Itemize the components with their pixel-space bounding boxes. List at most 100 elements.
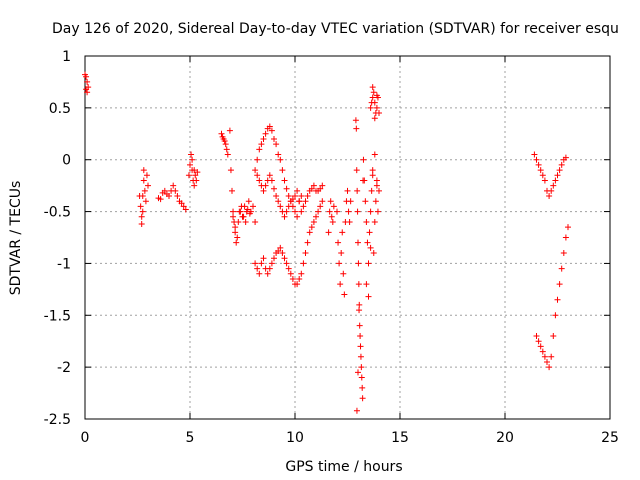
data-point: [355, 239, 361, 246]
data-point: [541, 353, 548, 360]
data-point: [166, 193, 172, 200]
data-point: [252, 218, 259, 225]
data-point: [279, 250, 286, 257]
data-point: [365, 293, 372, 300]
data-point: [356, 307, 363, 314]
data-point: [341, 291, 348, 298]
x-tick-label: 20: [496, 430, 514, 446]
data-point: [174, 193, 181, 200]
data-point: [283, 260, 290, 267]
data-point: [373, 104, 380, 111]
data-point: [178, 200, 185, 207]
data-point: [283, 208, 290, 215]
data-point: [268, 260, 275, 267]
data-point: [191, 182, 198, 189]
gridlines: [85, 56, 610, 419]
data-point: [340, 270, 347, 277]
data-point: [170, 182, 177, 189]
data-point: [535, 161, 542, 168]
data-point: [535, 338, 542, 345]
x-tick-label: 0: [81, 430, 90, 446]
data-point: [194, 169, 201, 176]
data-point: [372, 198, 379, 205]
data-point: [354, 187, 361, 194]
data-point: [246, 210, 253, 217]
data-point: [266, 123, 273, 130]
data-point: [556, 281, 563, 288]
data-point: [337, 281, 344, 288]
data-point: [338, 250, 345, 257]
data-point: [364, 239, 371, 246]
y-tick-label: -1: [57, 256, 71, 272]
data-point: [565, 224, 571, 231]
data-point: [275, 151, 282, 158]
data-point: [558, 161, 565, 168]
x-tick-label: 25: [601, 430, 619, 446]
data-point: [313, 213, 319, 220]
data-point: [292, 208, 298, 215]
data-point: [367, 244, 374, 251]
y-tick-label: 0: [62, 153, 71, 169]
data-point: [232, 224, 239, 231]
data-point: [562, 234, 569, 241]
data-point: [271, 185, 277, 192]
data-point: [233, 239, 240, 246]
data-point: [371, 115, 378, 122]
data-point: [223, 146, 230, 153]
chart-title: Day 126 of 2020, Sidereal Day-to-day VTE…: [52, 21, 619, 37]
data-point: [531, 151, 538, 158]
data-point: [260, 255, 267, 262]
data-point: [227, 167, 234, 174]
data-point: [371, 99, 378, 106]
data-point: [229, 187, 235, 194]
data-point: [358, 364, 365, 371]
data-point: [235, 218, 242, 225]
data-point: [330, 203, 337, 210]
y-tick-label: 0.5: [49, 101, 71, 117]
data-point: [371, 151, 378, 158]
data-point: [541, 177, 548, 184]
data-point: [264, 270, 271, 277]
data-point: [550, 333, 557, 340]
data-point: [366, 229, 373, 236]
data-point: [238, 203, 245, 210]
data-point: [289, 196, 296, 203]
data-point: [368, 187, 375, 194]
data-point: [373, 182, 380, 189]
data-point: [319, 182, 326, 189]
data-point: [266, 172, 273, 179]
data-point: [367, 104, 374, 111]
data-point: [325, 229, 332, 236]
data-point: [328, 213, 335, 220]
data-point: [347, 198, 354, 205]
data-point: [363, 218, 370, 225]
data-point: [185, 172, 192, 179]
data-point: [373, 92, 380, 99]
data-point: [373, 177, 380, 184]
data-point: [539, 172, 546, 179]
data-point: [189, 156, 196, 163]
data-point: [281, 177, 288, 184]
data-point: [334, 208, 340, 215]
data-point: [140, 177, 147, 184]
data-point: [236, 208, 243, 215]
data-point: [355, 369, 361, 376]
data-point: [369, 84, 376, 91]
data-point: [138, 221, 145, 228]
data-point: [252, 167, 259, 174]
data-point: [298, 270, 305, 277]
data-point: [317, 185, 324, 192]
data-point: [277, 203, 284, 210]
data-point: [552, 177, 559, 184]
data-point: [357, 343, 364, 350]
data-point: [353, 167, 360, 174]
data-point: [188, 151, 195, 158]
data-point: [556, 167, 563, 174]
data-point: [256, 177, 263, 184]
data-point: [359, 384, 366, 391]
data-point: [262, 182, 269, 189]
data-point: [371, 218, 378, 225]
data-point: [365, 260, 372, 267]
data-point: [84, 78, 91, 85]
data-point: [268, 127, 275, 134]
